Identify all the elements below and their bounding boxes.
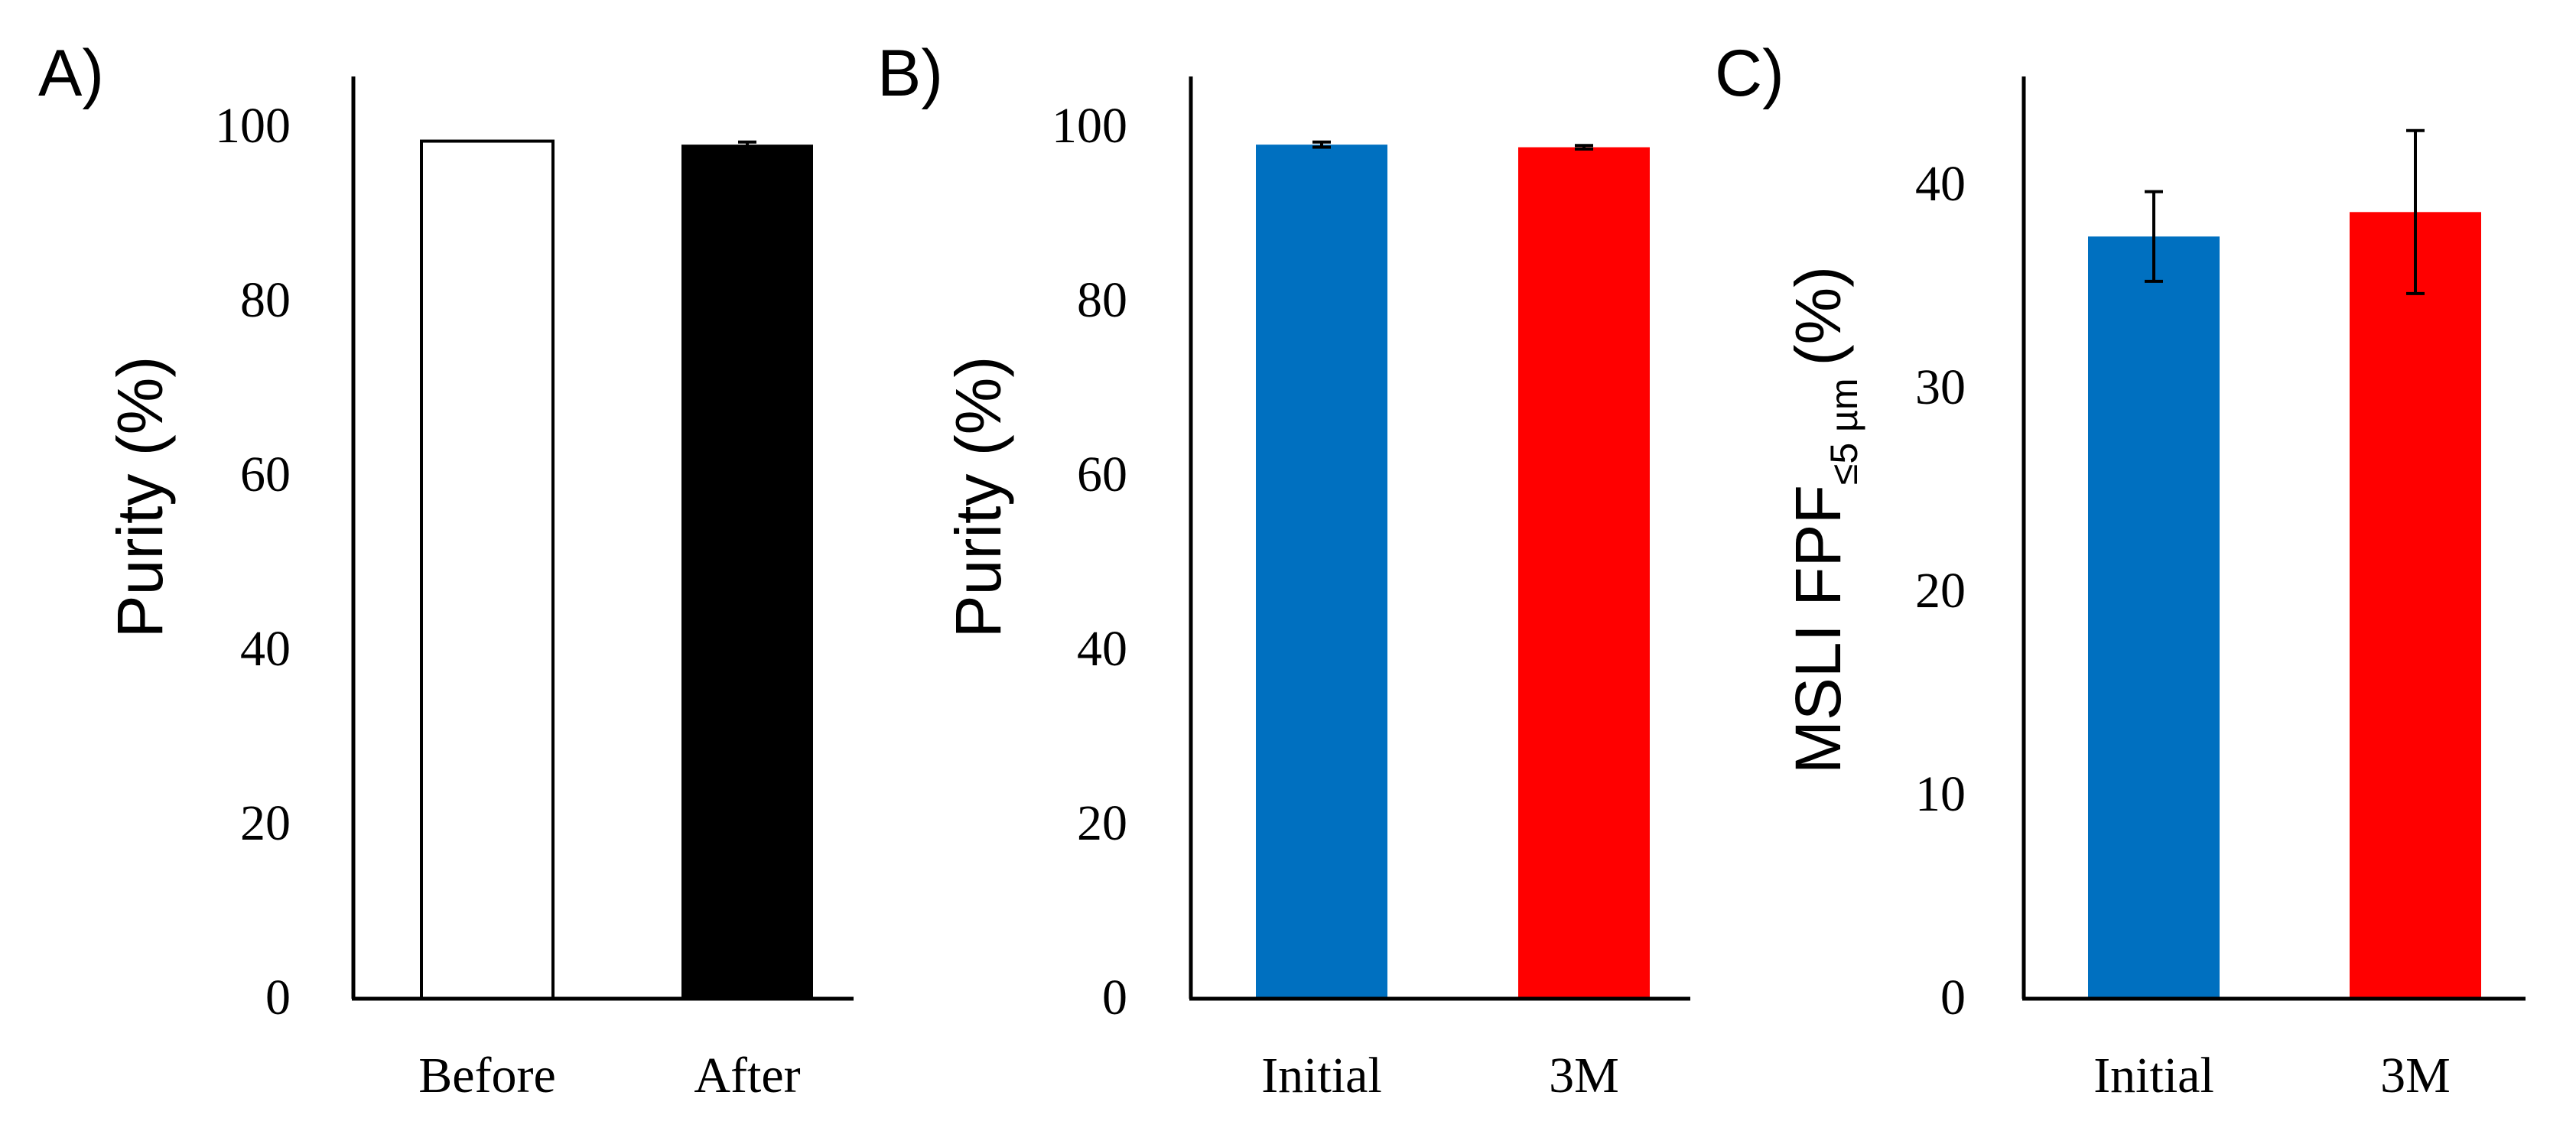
panel-c-error-bar-2 [2406, 128, 2425, 295]
panel-a-category-label: After [694, 1048, 800, 1103]
panel-b-yticks: 0 20 40 60 80 100 [1052, 98, 1127, 1025]
panel-a-label: A) [38, 37, 104, 110]
panel-c-bar-2 [2350, 212, 2481, 999]
panel-a-ylabel: Purity (%) [104, 356, 176, 639]
svg-text:MSLI FPF≤5 µm(%): MSLI FPF≤5 µm (%) [1782, 266, 1865, 774]
panel-c-error-bar-1 [2145, 190, 2163, 283]
panel-b-category-label: 3M [1549, 1048, 1619, 1103]
panel-a-ytick: 40 [240, 621, 291, 677]
panel-c-ylabel-subscript: ≤5 µm [1823, 378, 1865, 485]
panel-b-ytick: 60 [1077, 447, 1127, 502]
panel-a-bar-1 [420, 139, 555, 1000]
panel-a-category-label: Before [418, 1048, 556, 1103]
panel-a: A) Purity (%) 0 20 40 60 80 100 Before A… [38, 37, 854, 1103]
panel-c-ytick: 0 [1940, 970, 1966, 1025]
panel-b-ytick: 20 [1077, 795, 1127, 851]
panel-c-bars [2088, 128, 2481, 999]
panel-b-bar-2 [1518, 147, 1650, 999]
panel-c-ytick: 20 [1915, 563, 1966, 619]
panel-b-category-label: Initial [1261, 1048, 1382, 1103]
panel-b-bars [1256, 140, 1650, 999]
panel-c-bar-1 [2088, 236, 2220, 999]
panel-c-category-label: Initial [2093, 1048, 2214, 1103]
panel-a-bars [420, 139, 813, 1000]
panel-b-label: B) [877, 37, 943, 110]
panel-c-category-label: 3M [2380, 1048, 2451, 1103]
panel-b-ytick: 100 [1052, 98, 1127, 154]
panel-b-bar-1 [1256, 145, 1387, 999]
panel-b-error-bar-1 [1312, 140, 1331, 149]
panel-c-yticks: 0 10 20 30 40 [1915, 156, 1966, 1025]
panel-c-ytick: 40 [1915, 156, 1966, 212]
panel-b-ytick: 80 [1077, 272, 1127, 328]
panel-a-ytick: 60 [240, 447, 291, 502]
panel-a-ytick: 20 [240, 795, 291, 851]
panel-c-ylabel-suffix: (%) [1782, 266, 1854, 366]
panel-b-ytick: 40 [1077, 621, 1127, 677]
panel-c-label: C) [1715, 37, 1784, 110]
panel-a-bar-2 [681, 145, 813, 999]
panel-c-ylabel-main: MSLI FPF [1782, 485, 1854, 774]
panel-a-ytick: 0 [265, 970, 291, 1025]
panel-a-ytick: 80 [240, 272, 291, 328]
panel-a-ytick: 100 [215, 98, 291, 154]
panel-b: B) Purity (%) 0 20 40 60 80 100 Initial … [877, 37, 1690, 1103]
panel-b-error-bar-2 [1575, 144, 1593, 151]
panel-a-yticks: 0 20 40 60 80 100 [215, 98, 291, 1025]
panel-b-ytick: 0 [1102, 970, 1127, 1025]
panel-a-error-bar-2 [738, 140, 756, 149]
panel-c-ytick: 10 [1915, 766, 1966, 822]
panel-c: C) MSLI FPF≤5 µm (%) 0 10 20 30 40 Initia… [1715, 37, 2526, 1103]
panel-b-ylabel: Purity (%) [942, 356, 1014, 639]
panel-c-ytick: 30 [1915, 359, 1966, 415]
panel-c-ylabel: MSLI FPF≤5 µm (%) [1782, 266, 1865, 774]
